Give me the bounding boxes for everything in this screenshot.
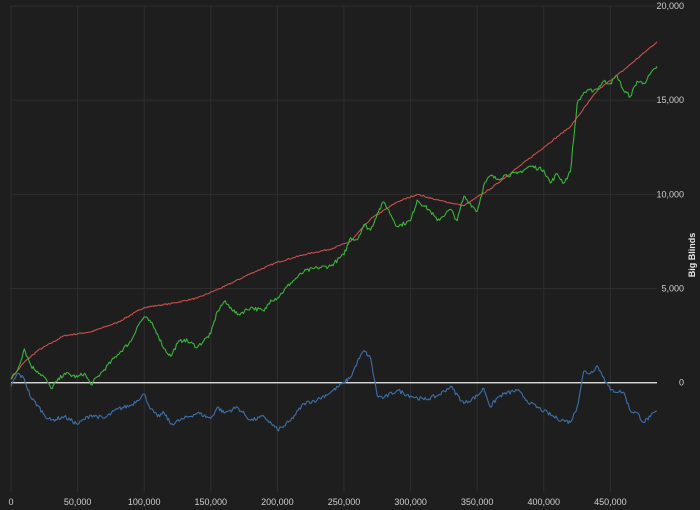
x-axis-ticks: 0 50,000 100,000 150,000 200,000 250,000 300,0… [8, 497, 626, 507]
x-tick-label-7: 350,000 [461, 497, 494, 507]
y-tick-label-3: 15,000 [656, 95, 684, 105]
y-tick-label-0: 0 [679, 378, 684, 388]
x-tick-label-3: 150,000 [195, 497, 228, 507]
x-tick-label-6: 300,000 [394, 497, 427, 507]
x-tick-label-1: 50,000 [64, 497, 92, 507]
y-axis-label: Big Blinds [687, 233, 697, 278]
x-tick-label-9: 450,000 [594, 497, 627, 507]
series-line-2 [10, 350, 658, 432]
x-tick-label-4: 200,000 [261, 497, 294, 507]
x-tick-label-5: 250,000 [328, 497, 361, 507]
x-tick-label-0: 0 [8, 497, 13, 507]
x-tick-label-8: 400,000 [528, 497, 561, 507]
series-line-1 [10, 66, 658, 390]
x-tick-label-2: 100,000 [128, 497, 161, 507]
y-axis-ticks: 0 5,000 10,000 15,000 20,000 [656, 1, 684, 388]
y-tick-label-4: 20,000 [656, 1, 684, 11]
series-group [10, 41, 658, 432]
y-tick-label-1: 5,000 [661, 284, 684, 294]
series-line-0 [10, 41, 658, 380]
y-tick-label-2: 10,000 [656, 189, 684, 199]
